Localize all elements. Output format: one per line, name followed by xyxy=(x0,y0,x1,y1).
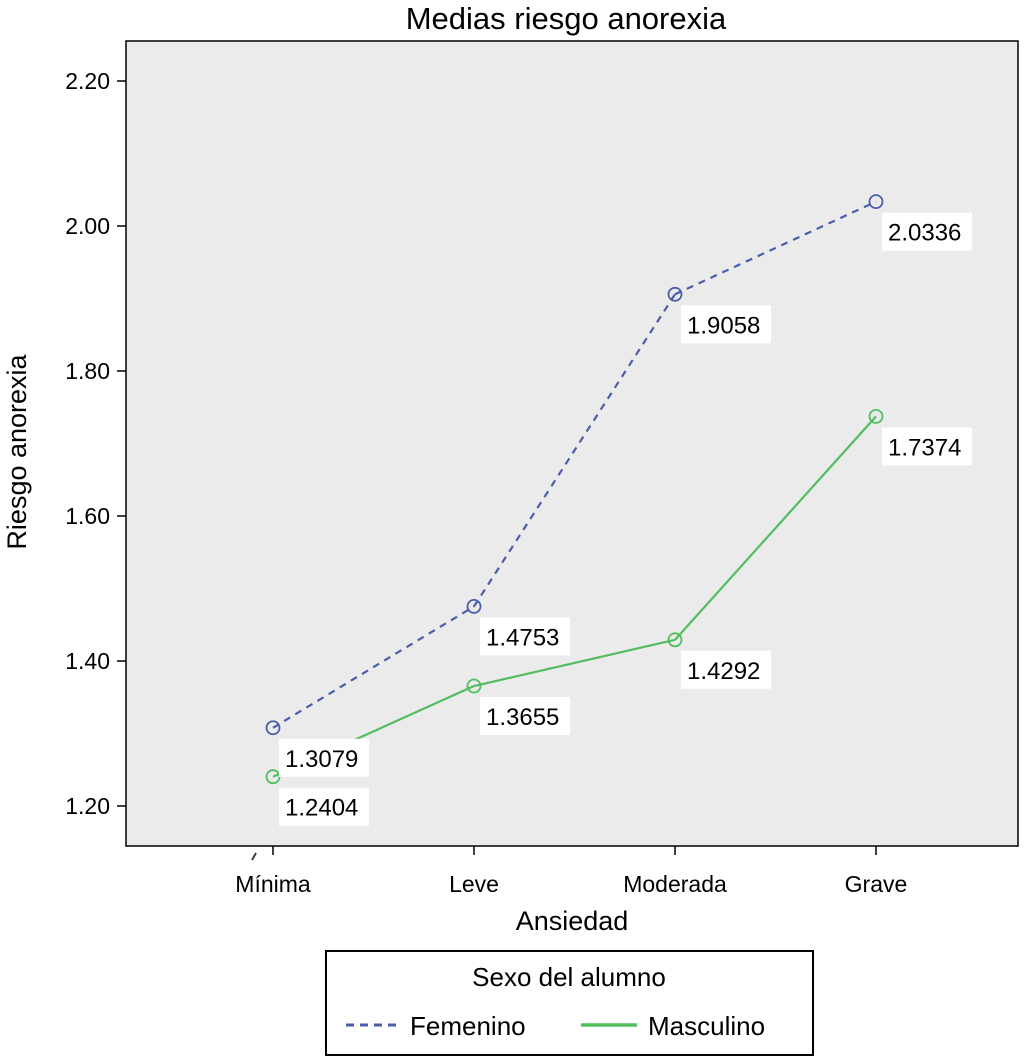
data-label-masculino: 1.3655 xyxy=(486,704,559,731)
data-label-box xyxy=(681,650,771,689)
x-tick-label: Grave xyxy=(845,871,908,897)
legend-box xyxy=(325,950,814,1056)
data-label-box xyxy=(882,427,972,466)
x-tick-label: Moderada xyxy=(623,871,727,897)
series-line-masculino xyxy=(674,415,877,641)
data-label-masculino: 1.7374 xyxy=(888,434,961,461)
data-labels-masculino: 1.2404 1.3655 1.4292 1.7374 xyxy=(279,427,972,826)
data-labels-femenino: 1.3079 1.4753 1.9058 2.0336 xyxy=(279,212,972,777)
data-point-femenino xyxy=(667,286,683,302)
x-axis-label: Ansiedad xyxy=(516,906,629,936)
data-point-femenino xyxy=(265,720,281,736)
data-label-box xyxy=(882,212,972,251)
series-line-femenino xyxy=(272,605,475,729)
y-tick-label: 1.40 xyxy=(65,648,110,674)
legend-label-femenino: Femenino xyxy=(410,1011,526,1041)
data-point-masculino xyxy=(466,678,482,694)
data-label-box xyxy=(480,697,570,736)
series-layer: 1.3079 1.4753 1.9058 2.0336 1.2404 1.3655 1.42… xyxy=(251,194,972,861)
y-tick-label: 1.80 xyxy=(65,358,110,384)
data-label-femenino: 1.9058 xyxy=(687,312,760,339)
data-point-masculino xyxy=(667,632,683,648)
series-femenino xyxy=(251,194,884,861)
series-line-femenino xyxy=(473,293,676,608)
x-axis: Mínima Leve Moderada Grave xyxy=(235,846,907,897)
y-axis-label: Riesgo anorexia xyxy=(2,353,32,549)
data-label-masculino: 1.4292 xyxy=(687,658,760,685)
data-label-box xyxy=(279,787,369,826)
y-tick-label: 2.20 xyxy=(65,68,110,94)
data-label-femenino: 2.0336 xyxy=(888,220,961,247)
legend: Sexo del alumno Femenino Masculino xyxy=(325,950,814,1056)
series-line-femenino xyxy=(674,200,877,296)
y-axis: 1.20 1.40 1.60 1.80 2.00 2.20 xyxy=(65,68,126,819)
data-point-femenino xyxy=(868,194,884,210)
x-tick-label: Leve xyxy=(449,871,499,897)
data-point-masculino xyxy=(868,408,884,424)
data-point-femenino xyxy=(466,599,482,614)
data-label-box xyxy=(480,617,570,656)
plot-area xyxy=(125,40,1019,847)
legend-title: Sexo del alumno xyxy=(472,962,666,992)
legend-label-masculino: Masculino xyxy=(648,1011,765,1041)
data-label-femenino: 1.3079 xyxy=(285,746,358,773)
chart-title: Medias riesgo anorexia xyxy=(406,1,727,36)
series-stub xyxy=(251,852,257,861)
x-tick-label: Mínima xyxy=(235,871,311,897)
series-line-masculino xyxy=(473,638,676,688)
data-label-masculino: 1.2404 xyxy=(285,795,358,822)
y-tick-label: 1.60 xyxy=(65,503,110,529)
data-label-box xyxy=(681,305,771,344)
data-label-femenino: 1.4753 xyxy=(486,624,559,651)
data-label-box xyxy=(279,738,369,777)
y-tick-label: 2.00 xyxy=(65,213,110,239)
y-tick-label: 1.20 xyxy=(65,793,110,819)
